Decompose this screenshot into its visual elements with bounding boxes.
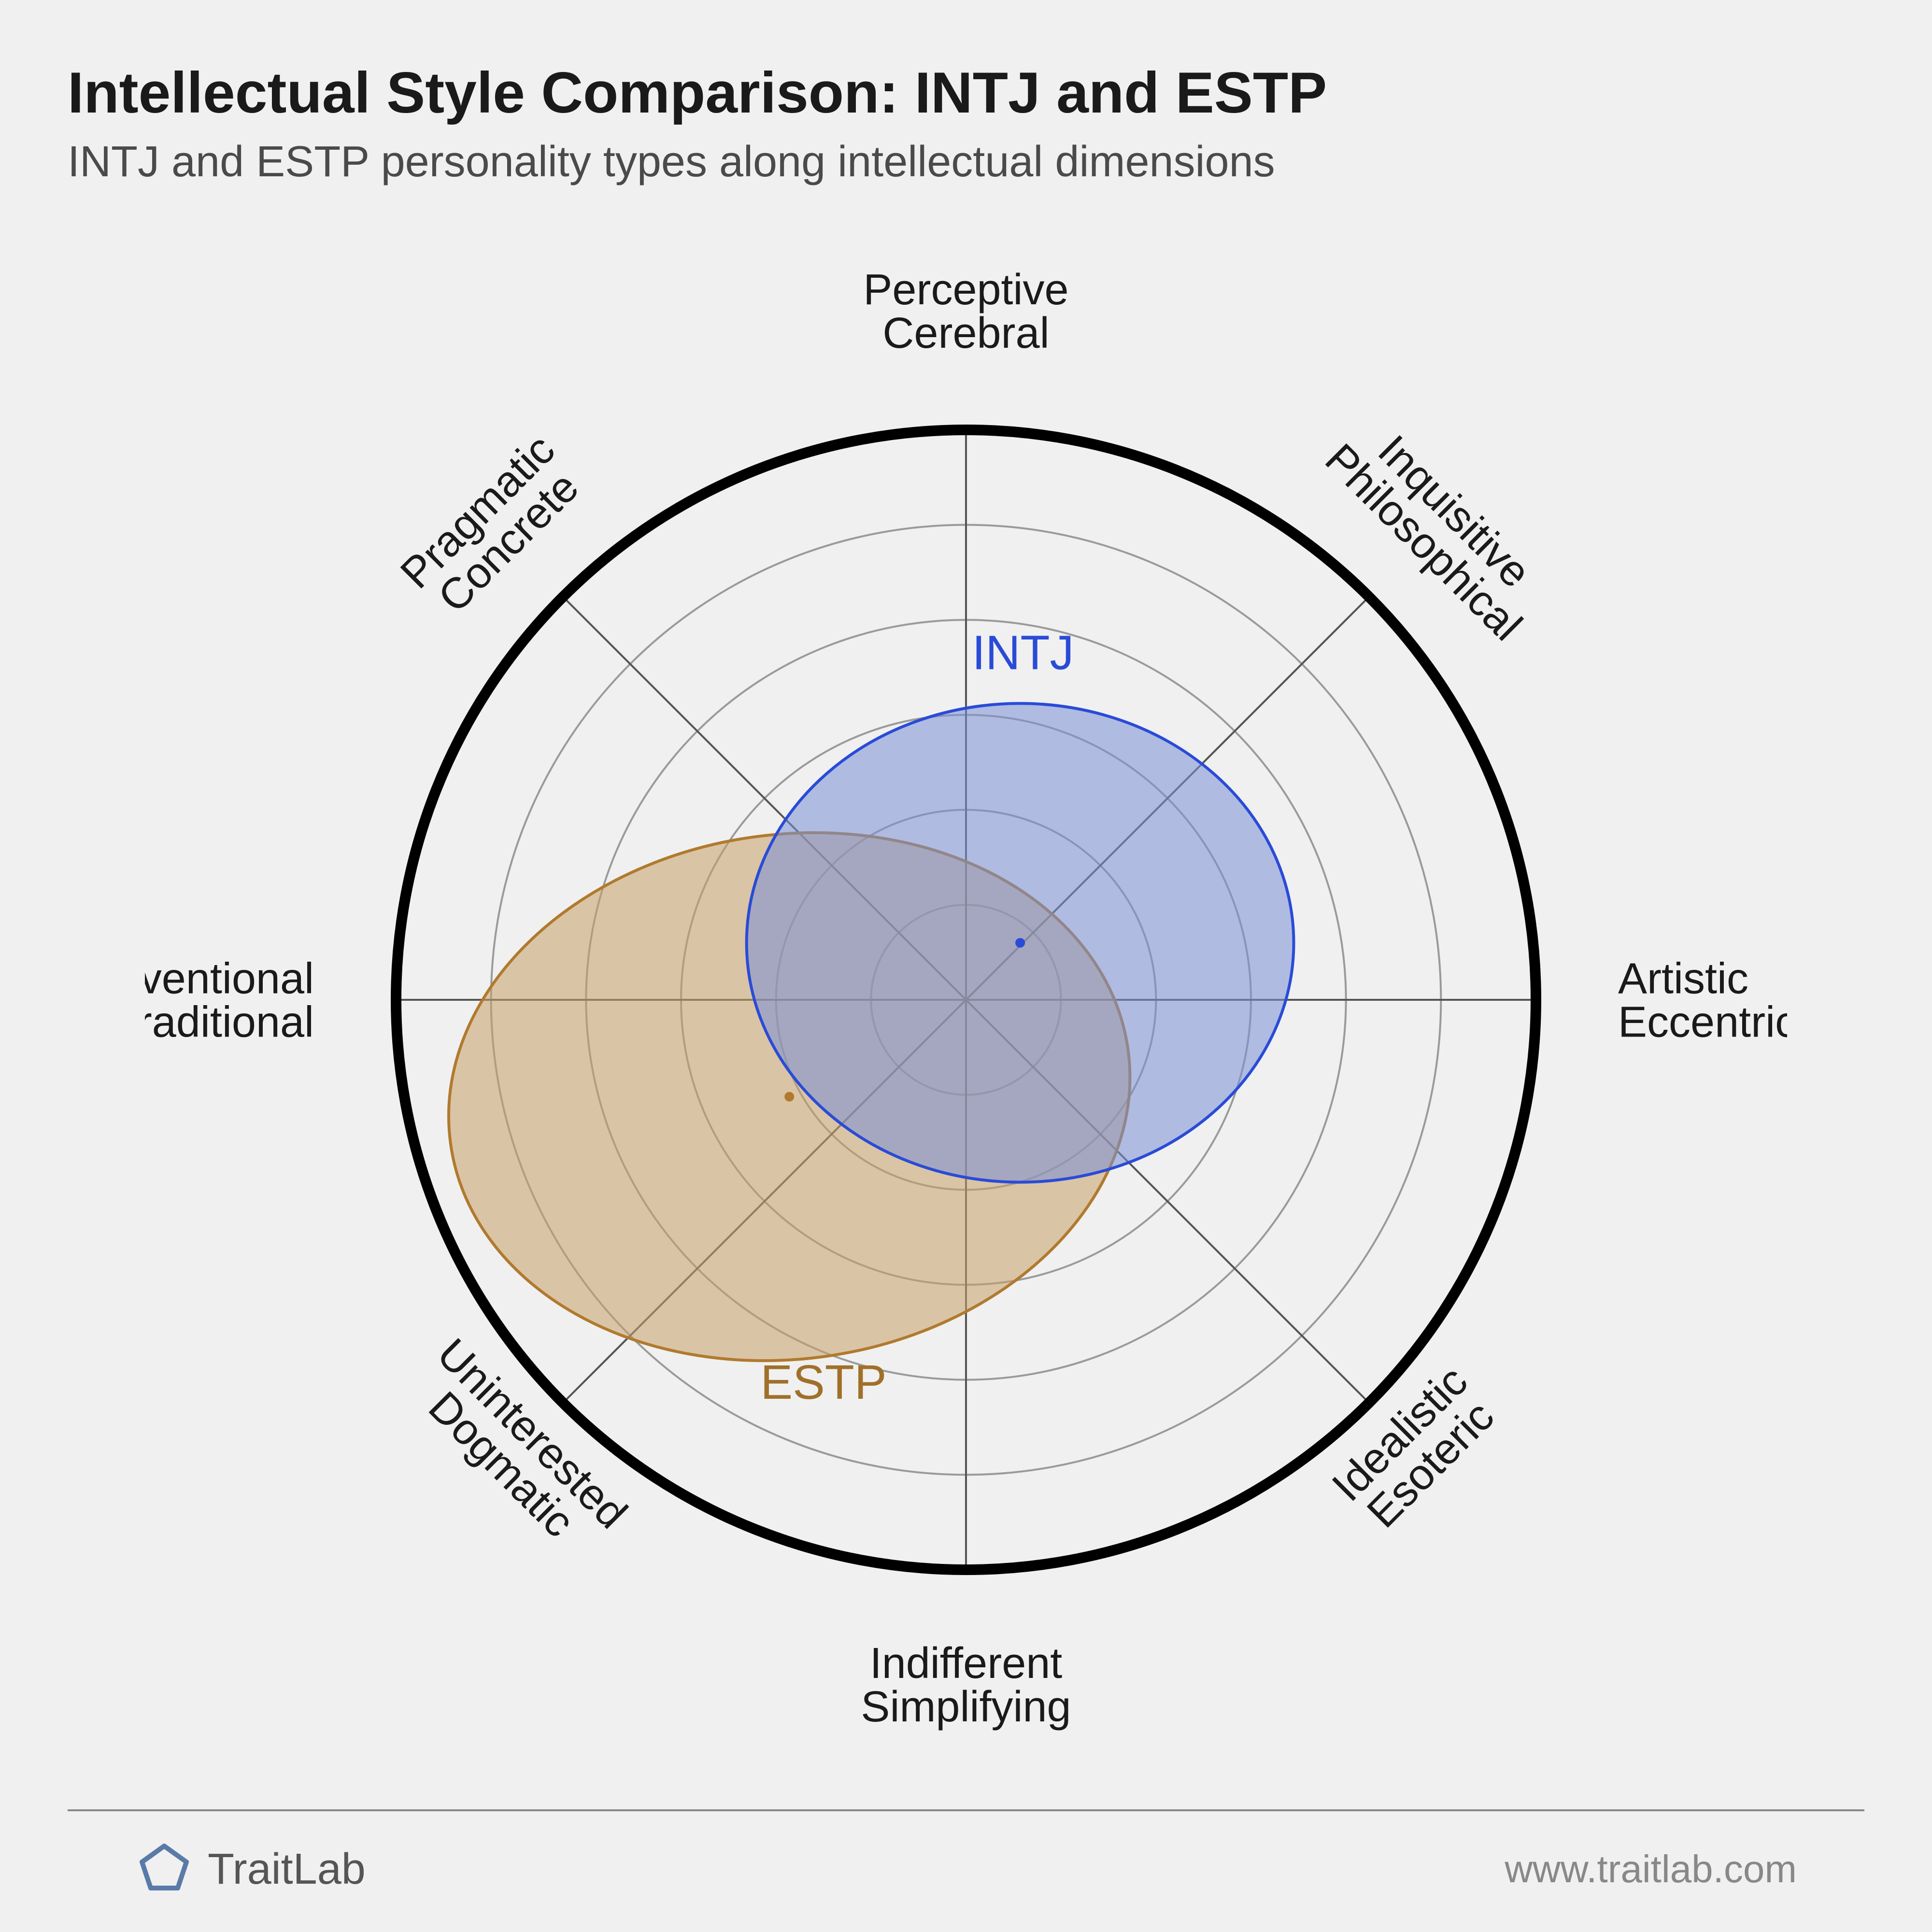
radar-chart: INTJESTPPerceptiveCerebralInquisitivePhi… (145, 227, 1787, 1773)
axis-label: ArtisticEccentric (1618, 955, 1787, 1047)
axis-label: IndifferentSimplifying (861, 1639, 1071, 1731)
chart-subtitle: INTJ and ESTP personality types along in… (68, 137, 1864, 187)
chart-card: Intellectual Style Comparison: INTJ and … (0, 0, 1932, 1932)
series-intj (747, 703, 1294, 1182)
series-label-estp: ESTP (760, 1355, 886, 1409)
chart-title: Intellectual Style Comparison: INTJ and … (68, 58, 1864, 128)
axis-label: ConventionalTraditional (145, 955, 314, 1047)
axis-label: PerceptiveCerebral (863, 266, 1068, 357)
brand-name: TraitLab (208, 1845, 366, 1894)
brand: TraitLab (135, 1840, 366, 1898)
svg-text:ArtisticEccentric: ArtisticEccentric (1618, 955, 1787, 1047)
chart-area: INTJESTPPerceptiveCerebralInquisitivePhi… (0, 203, 1932, 1797)
footer: TraitLab www.traitlab.com (68, 1809, 1864, 1898)
series-label-intj: INTJ (972, 626, 1074, 680)
footer-url: www.traitlab.com (1505, 1847, 1797, 1891)
svg-text:PerceptiveCerebral: PerceptiveCerebral (863, 266, 1068, 357)
svg-text:IndifferentSimplifying: IndifferentSimplifying (861, 1639, 1071, 1731)
svg-text:ConventionalTraditional: ConventionalTraditional (145, 955, 314, 1047)
brand-pentagon-icon (135, 1840, 193, 1898)
